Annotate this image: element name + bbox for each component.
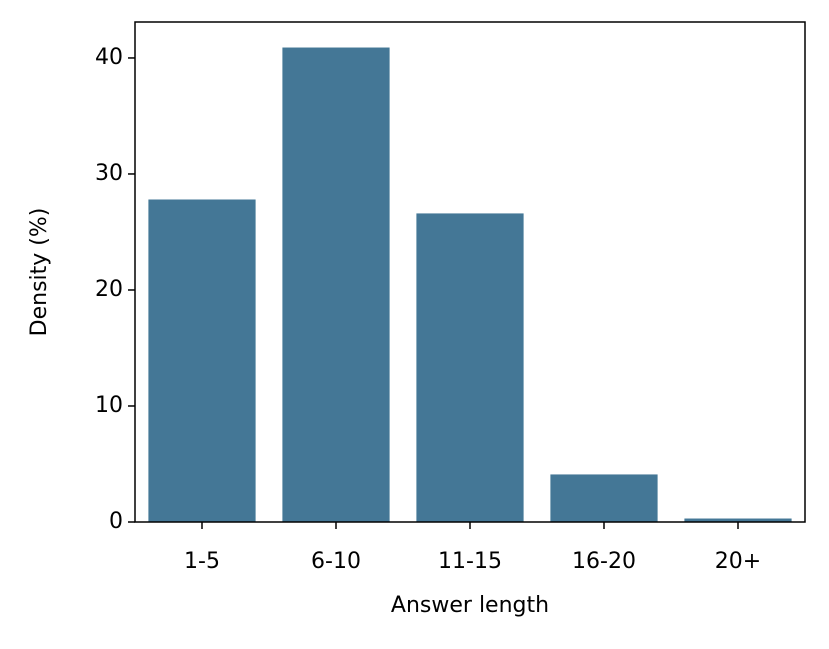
x-tick-label: 16-20 [572,549,636,574]
x-tick-label: 6-10 [311,549,361,574]
x-axis-label: Answer length [391,593,549,618]
bar [282,47,390,523]
y-tick-label: 0 [109,509,123,534]
x-tick-label: 1-5 [184,549,220,574]
y-tick-label: 40 [95,45,123,70]
bar [416,213,524,522]
plot-frame [134,21,806,523]
bar [550,474,658,522]
x-tick-label: 20+ [715,549,761,574]
bar [148,199,256,522]
y-tick-label: 20 [95,277,123,302]
y-tick-label: 10 [95,393,123,418]
y-tick-label: 30 [95,161,123,186]
y-axis-label: Density (%) [27,208,52,337]
bar [684,518,792,522]
x-tick-label: 11-15 [438,549,502,574]
